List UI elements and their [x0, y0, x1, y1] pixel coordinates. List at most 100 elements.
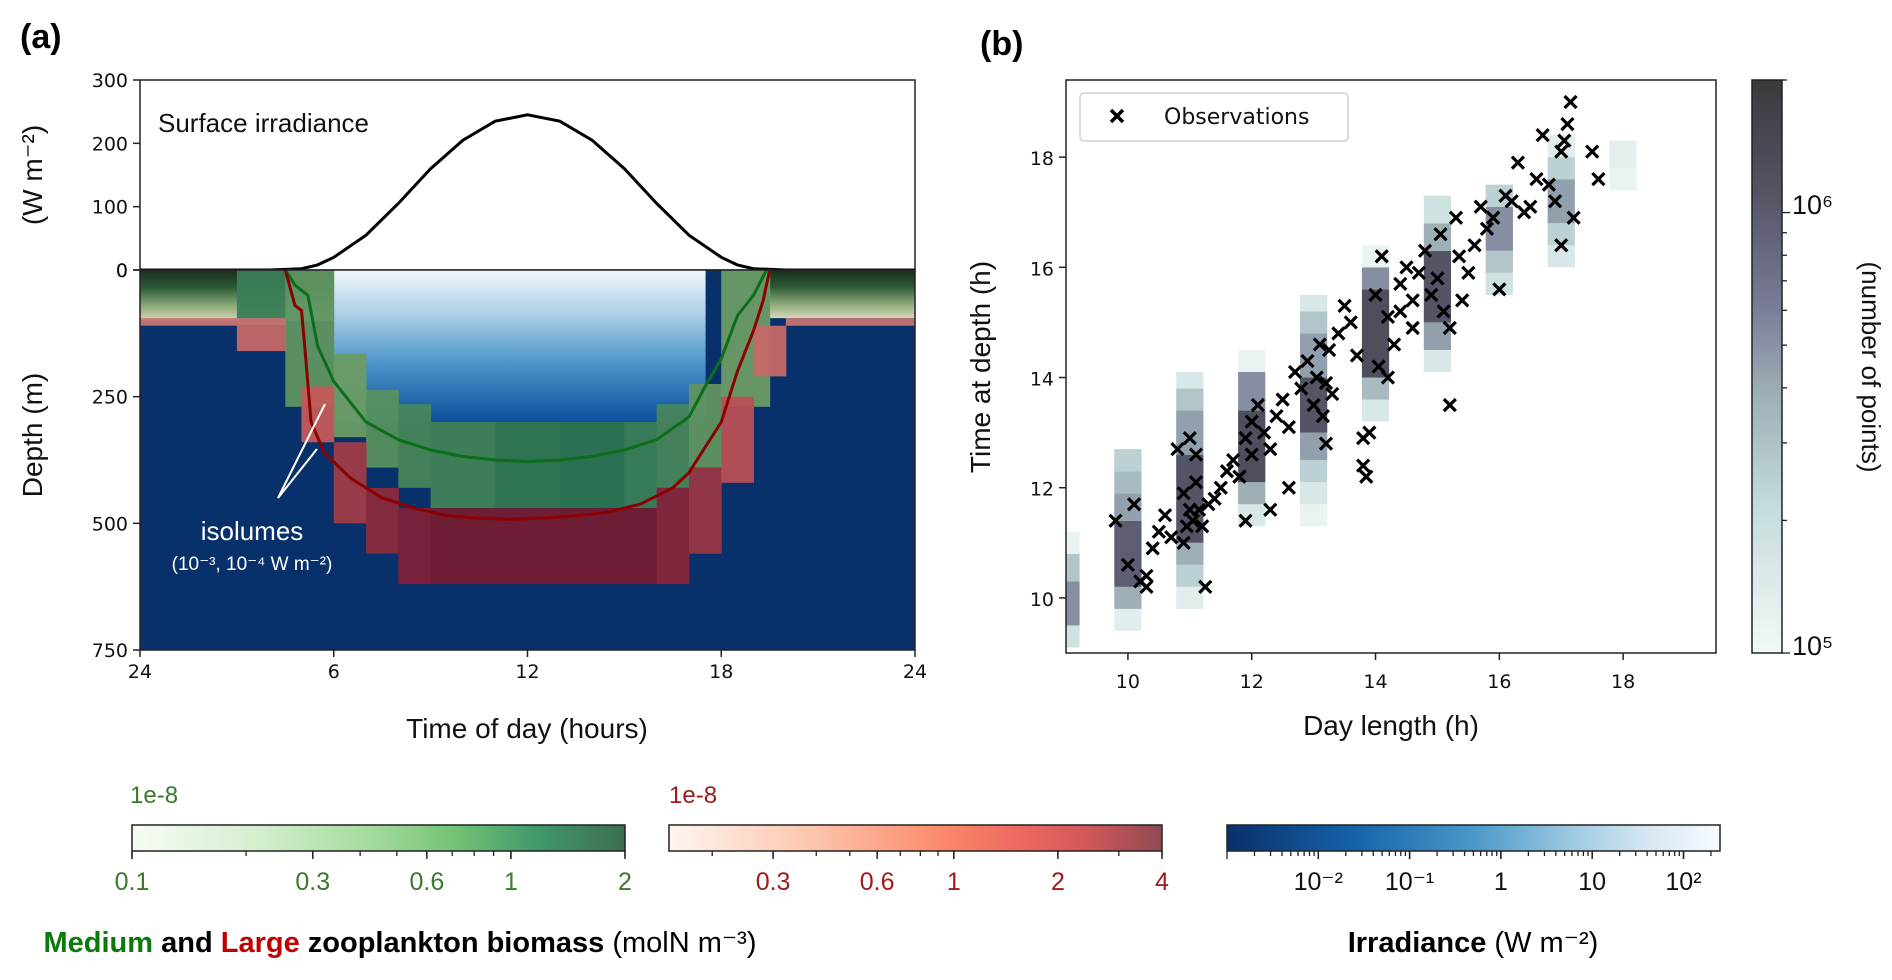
day-length-x-tick-label: 12 [1240, 671, 1264, 693]
hist2d-cell [1238, 349, 1266, 373]
colorbar-tick-label: 0.6 [860, 868, 895, 896]
time-at-depth-y-tick-label: 14 [1030, 369, 1054, 391]
day-length-x-axis-label: Day length (h) [1303, 710, 1479, 741]
observation-point [1337, 298, 1352, 314]
irradiance-colorbar-bar [1226, 824, 1721, 852]
colorbar-tick-label: 1 [504, 868, 518, 896]
observation-point [1504, 194, 1519, 209]
large-zooplankton-cell [301, 386, 335, 443]
observation-point [1492, 282, 1507, 297]
observation-point [1188, 447, 1204, 462]
observation-point [1380, 370, 1396, 385]
observation-point [1386, 337, 1402, 352]
observation-point [1541, 177, 1556, 192]
observation-point [1139, 568, 1154, 583]
medium-colorbar-bar [131, 824, 626, 852]
observation-point [1269, 408, 1284, 424]
observation-point [1371, 359, 1386, 374]
observation-point [1343, 315, 1358, 330]
large-zooplankton-cell [140, 318, 286, 326]
colorbar-tick-1e5: 10⁵ [1792, 631, 1833, 661]
observation-point [1405, 320, 1420, 336]
observation-point [1287, 364, 1303, 380]
observation-point [1455, 293, 1470, 308]
observation-point [1256, 425, 1272, 440]
colorbar-tick-label: 2 [618, 868, 632, 896]
observation-point [1560, 116, 1575, 132]
large-scale-label: 1e-8 [669, 782, 717, 809]
observation-point [1557, 133, 1572, 148]
hist2d-cell [1485, 250, 1513, 273]
observation-point [1380, 309, 1396, 325]
hist2d-cell [1066, 625, 1080, 648]
observation-point [1170, 442, 1185, 457]
observation-point [1182, 430, 1197, 446]
observation-point [1185, 513, 1201, 528]
observation-point [1535, 127, 1550, 143]
observation-point [1523, 199, 1538, 214]
observation-point [1436, 304, 1451, 319]
irradiance-column [559, 270, 593, 422]
observation-point [1393, 304, 1408, 319]
observation-point [1374, 249, 1389, 264]
colorbar-tick-1e6: 10⁶ [1792, 190, 1833, 220]
irradiance-unit: (W m⁻²) [1494, 927, 1598, 959]
observation-point [1325, 386, 1340, 402]
observation-point [1188, 475, 1204, 490]
surface-y-axis-label: (W m⁻²) [17, 125, 48, 225]
depth-time-heatmap: 0 250 500 750 24 6 12 18 24 Depth (m) Time of d… [17, 260, 927, 744]
hist2d-cell [1485, 272, 1513, 295]
observation-point [1281, 480, 1296, 495]
hist2d-cell [1176, 388, 1204, 411]
day-length-x-tick-label: 16 [1487, 671, 1511, 693]
time-at-depth-y-tick-label: 16 [1030, 258, 1054, 280]
colorbar-tick-label: 1 [1494, 868, 1508, 896]
irradiance-column [495, 270, 528, 422]
hist2d-cell [1114, 608, 1142, 631]
hist2d-cell [1176, 564, 1204, 587]
irradiance-column [592, 270, 625, 422]
medium-zooplankton-cell [333, 353, 367, 438]
hist2d-cell [1609, 168, 1637, 191]
depth-y-tick-label: 0 [116, 260, 128, 282]
day-length-x-tick-label: 14 [1363, 671, 1387, 693]
surface-irradiance-plot: Surface irradiance 0 100 200 300 (W m⁻²) [17, 70, 916, 282]
large-zooplankton-cell [656, 487, 690, 585]
observation-point [1349, 348, 1365, 363]
medium-zooplankton-cell [624, 422, 658, 509]
medium-zooplankton-cell [656, 404, 690, 488]
irradiance-column [430, 270, 464, 422]
medium-colorbar: 1e-8 0.1 0.3 0.6 1 2 [115, 782, 632, 896]
observation-point [1207, 491, 1222, 506]
observation-point [1294, 381, 1309, 396]
surface-plot-frame [139, 79, 916, 271]
observation-point [1176, 486, 1191, 501]
observation-point [1399, 260, 1414, 275]
observation-point [1479, 221, 1495, 236]
observation-point [1191, 502, 1207, 517]
irradiance-colorbar: 10⁻² 10⁻¹ 1 10 10² [1226, 824, 1721, 896]
observation-point [1244, 414, 1259, 429]
irradiance-colorbar-label: Irradiance (W m⁻²) [1348, 927, 1599, 959]
observation-point [1510, 155, 1526, 170]
observation-point [1417, 243, 1433, 258]
observation-point [1424, 287, 1439, 303]
surface-y-tick-label: 300 [92, 70, 128, 92]
colorbar-label: (number of points) [1856, 262, 1886, 473]
hist2d-cell [1423, 322, 1452, 350]
irradiance-word: Irradiance [1348, 927, 1495, 959]
panel-b-frame [1065, 79, 1717, 654]
large-colorbar: 1e-8 0.3 0.6 1 2 4 [668, 782, 1169, 896]
observation-point [1120, 557, 1136, 572]
surface-y-tick-label: 0 [116, 260, 128, 282]
observation-point [1263, 442, 1278, 457]
time-x-tick-label: 18 [709, 661, 733, 683]
colorbar-tick-label: 10 [1578, 868, 1606, 896]
observation-point [1238, 513, 1253, 528]
colorbar-tick-label: 10⁻² [1294, 868, 1343, 896]
medium-zooplankton-cell [495, 422, 561, 509]
observation-point [1145, 541, 1160, 556]
observation-point [1529, 172, 1544, 187]
day-length-x-tick-label: 10 [1116, 671, 1140, 693]
day-length-vs-time-at-depth-plot: 10 12 14 16 18 10 12 14 16 18 Day length (h) Tim… [965, 79, 1886, 741]
